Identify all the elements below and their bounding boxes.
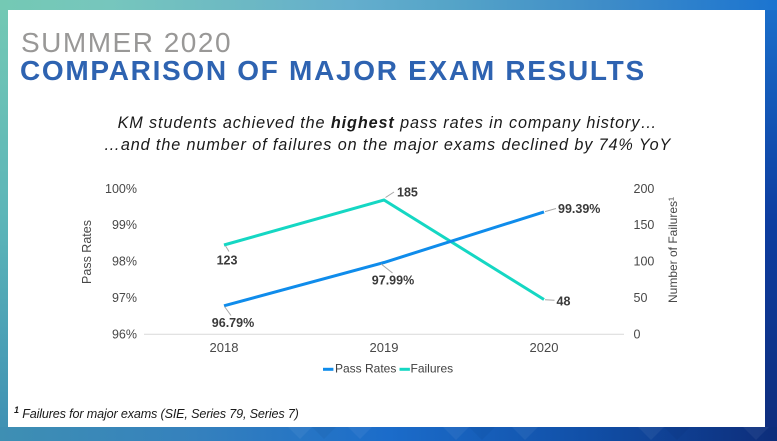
svg-text:100%: 100% <box>105 182 137 196</box>
svg-text:48: 48 <box>557 295 571 309</box>
svg-text:185: 185 <box>397 186 418 200</box>
svg-text:123: 123 <box>217 254 238 268</box>
svg-text:100: 100 <box>634 255 655 269</box>
svg-text:2019: 2019 <box>370 340 399 355</box>
svg-text:200: 200 <box>634 182 655 196</box>
svg-text:Pass Rates: Pass Rates <box>335 362 396 376</box>
svg-text:96.79%: 96.79% <box>212 316 254 330</box>
svg-text:0: 0 <box>634 327 641 341</box>
svg-text:50: 50 <box>634 291 648 305</box>
svg-text:96%: 96% <box>112 327 137 341</box>
svg-text:2020: 2020 <box>530 340 559 355</box>
svg-text:97.99%: 97.99% <box>372 274 414 288</box>
svg-text:98%: 98% <box>112 255 137 269</box>
svg-text:99%: 99% <box>112 218 137 232</box>
svg-text:Pass Rates: Pass Rates <box>80 220 94 284</box>
svg-text:150: 150 <box>634 218 655 232</box>
svg-text:99.39%: 99.39% <box>558 202 600 216</box>
svg-text:Failures: Failures <box>411 362 454 376</box>
svg-text:2018: 2018 <box>210 340 239 355</box>
svg-text:Number of Failures¹: Number of Failures¹ <box>666 197 680 303</box>
svg-text:97%: 97% <box>112 291 137 305</box>
